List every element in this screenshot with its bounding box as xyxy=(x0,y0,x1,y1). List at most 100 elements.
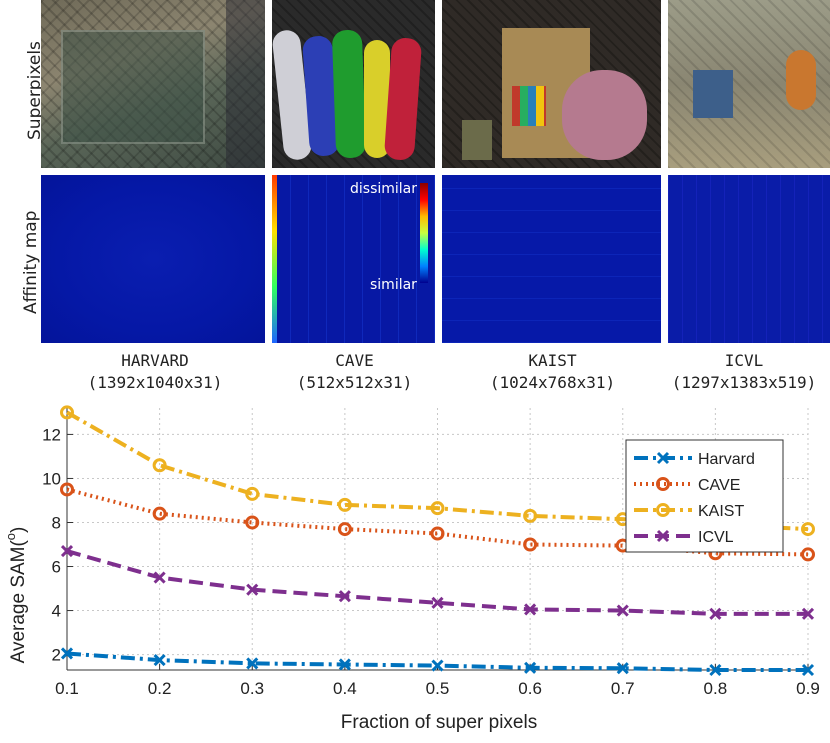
caption-dims: (1024x768x31) xyxy=(489,373,616,392)
marker-stroke xyxy=(153,654,166,667)
caption-cave: CAVE (512x512x31) xyxy=(262,350,447,394)
legend-label-icvl: ICVL xyxy=(698,529,734,546)
legend-marker-harvard xyxy=(656,451,670,465)
data-point-cave xyxy=(152,506,167,521)
marker-stroke xyxy=(60,647,74,660)
y-axis-label: Average SAM(o) xyxy=(3,527,29,664)
data-point-icvl xyxy=(524,603,537,616)
superpixel-panel-kaist xyxy=(442,0,661,168)
y-tick-label: 4 xyxy=(52,602,61,621)
x-tick-label: 0.2 xyxy=(148,679,172,698)
row-label-affinity-map: Affinity map xyxy=(21,210,41,314)
colorbar-bottom-label: similar xyxy=(370,277,417,293)
caption-icvl: ICVL (1297x1383x519) xyxy=(658,350,830,394)
x-tick-label: 0.1 xyxy=(55,679,79,698)
marker-stroke xyxy=(616,604,629,617)
series-line-cave xyxy=(66,487,809,557)
legend-marker-kaist xyxy=(656,503,670,517)
x-tick-label: 0.7 xyxy=(611,679,635,698)
affinity-panel-icvl xyxy=(668,175,830,343)
x-axis-label: Fraction of super pixels xyxy=(341,712,537,733)
y-tick-label: 6 xyxy=(52,558,61,577)
marker-stroke xyxy=(709,663,722,677)
data-point-harvard xyxy=(524,661,537,674)
data-point-cave xyxy=(60,482,74,497)
data-point-harvard xyxy=(431,659,444,672)
affinity-panel-harvard xyxy=(41,175,265,343)
data-point-harvard xyxy=(709,663,722,677)
marker-stroke xyxy=(524,603,537,616)
marker-stroke xyxy=(338,590,351,603)
data-point-cave xyxy=(523,537,538,552)
y-tick-label: 10 xyxy=(42,469,61,488)
data-point-icvl xyxy=(709,607,722,620)
data-point-kaist xyxy=(152,458,167,473)
colorbar-top-label: dissimilar xyxy=(350,181,418,197)
marker-stroke xyxy=(431,659,444,672)
marker-stroke xyxy=(338,658,351,671)
x-tick-label: 0.6 xyxy=(518,679,542,698)
superpixel-panel-icvl xyxy=(668,0,830,168)
marker-stroke xyxy=(524,661,537,674)
y-tick-label: 8 xyxy=(52,513,61,532)
caption-dims: (1297x1383x519) xyxy=(671,373,817,392)
caption-dims: (1392x1040x31) xyxy=(87,373,223,392)
marker-stroke xyxy=(656,451,670,465)
data-point-kaist xyxy=(60,405,74,420)
marker-stroke xyxy=(246,583,259,596)
data-point-harvard xyxy=(60,647,74,660)
data-point-cave xyxy=(245,515,260,530)
marker-stroke xyxy=(431,596,444,609)
caption-name: ICVL xyxy=(724,351,764,370)
legend-label-kaist: KAIST xyxy=(698,503,744,520)
data-point-icvl xyxy=(338,590,351,603)
data-point-cave xyxy=(430,526,445,541)
x-tick-label: 0.4 xyxy=(333,679,357,698)
x-tick-label: 0.3 xyxy=(240,679,264,698)
data-point-cave xyxy=(337,522,352,537)
data-point-icvl xyxy=(801,607,815,620)
data-point-kaist xyxy=(245,486,260,501)
superpixel-panel-cave xyxy=(272,0,435,168)
caption-harvard: HARVARD (1392x1040x31) xyxy=(30,350,280,394)
marker-stroke xyxy=(656,529,670,543)
data-point-kaist xyxy=(523,508,538,523)
caption-name: KAIST xyxy=(528,351,577,370)
data-point-kaist xyxy=(337,497,352,512)
marker-stroke xyxy=(801,663,815,677)
data-point-kaist xyxy=(430,501,445,516)
data-point-kaist xyxy=(801,522,815,537)
data-point-harvard xyxy=(153,654,166,667)
caption-name: CAVE xyxy=(335,351,374,370)
y-tick-label: 12 xyxy=(42,425,61,444)
y-tick-label: 2 xyxy=(52,646,61,665)
data-point-harvard xyxy=(801,663,815,677)
legend-marker-icvl xyxy=(656,529,670,543)
data-point-harvard xyxy=(338,658,351,671)
data-point-icvl xyxy=(60,545,74,558)
x-tick-label: 0.8 xyxy=(704,679,728,698)
caption-dims: (512x512x31) xyxy=(296,373,413,392)
sam-line-chart: 0.1 0.2 0.3 0.4 0.5 0.6 0.7 0.8 0.9 2 4 6 8 10 12 Harv… xyxy=(3,405,820,733)
legend-marker-cave xyxy=(656,477,670,491)
legend-label-harvard: Harvard xyxy=(698,451,755,468)
data-point-cave xyxy=(801,547,815,562)
data-point-harvard xyxy=(246,657,259,670)
series-line-icvl xyxy=(66,549,808,616)
caption-name: HARVARD xyxy=(121,351,189,370)
affinity-panel-cave: dissimilar similar xyxy=(272,175,435,343)
data-point-harvard xyxy=(616,662,629,675)
marker-stroke xyxy=(246,657,259,670)
colorbar xyxy=(420,183,428,283)
marker-stroke xyxy=(153,571,166,584)
data-point-icvl xyxy=(616,604,629,617)
superpixel-panel-harvard xyxy=(41,0,265,168)
legend-label-cave: CAVE xyxy=(698,477,740,494)
x-tick-label: 0.9 xyxy=(796,679,820,698)
marker-stroke xyxy=(801,607,815,620)
affinity-panel-kaist xyxy=(442,175,661,343)
caption-kaist: KAIST (1024x768x31) xyxy=(440,350,665,394)
data-point-icvl xyxy=(431,596,444,609)
data-point-icvl xyxy=(246,583,259,596)
marker-stroke xyxy=(616,662,629,675)
